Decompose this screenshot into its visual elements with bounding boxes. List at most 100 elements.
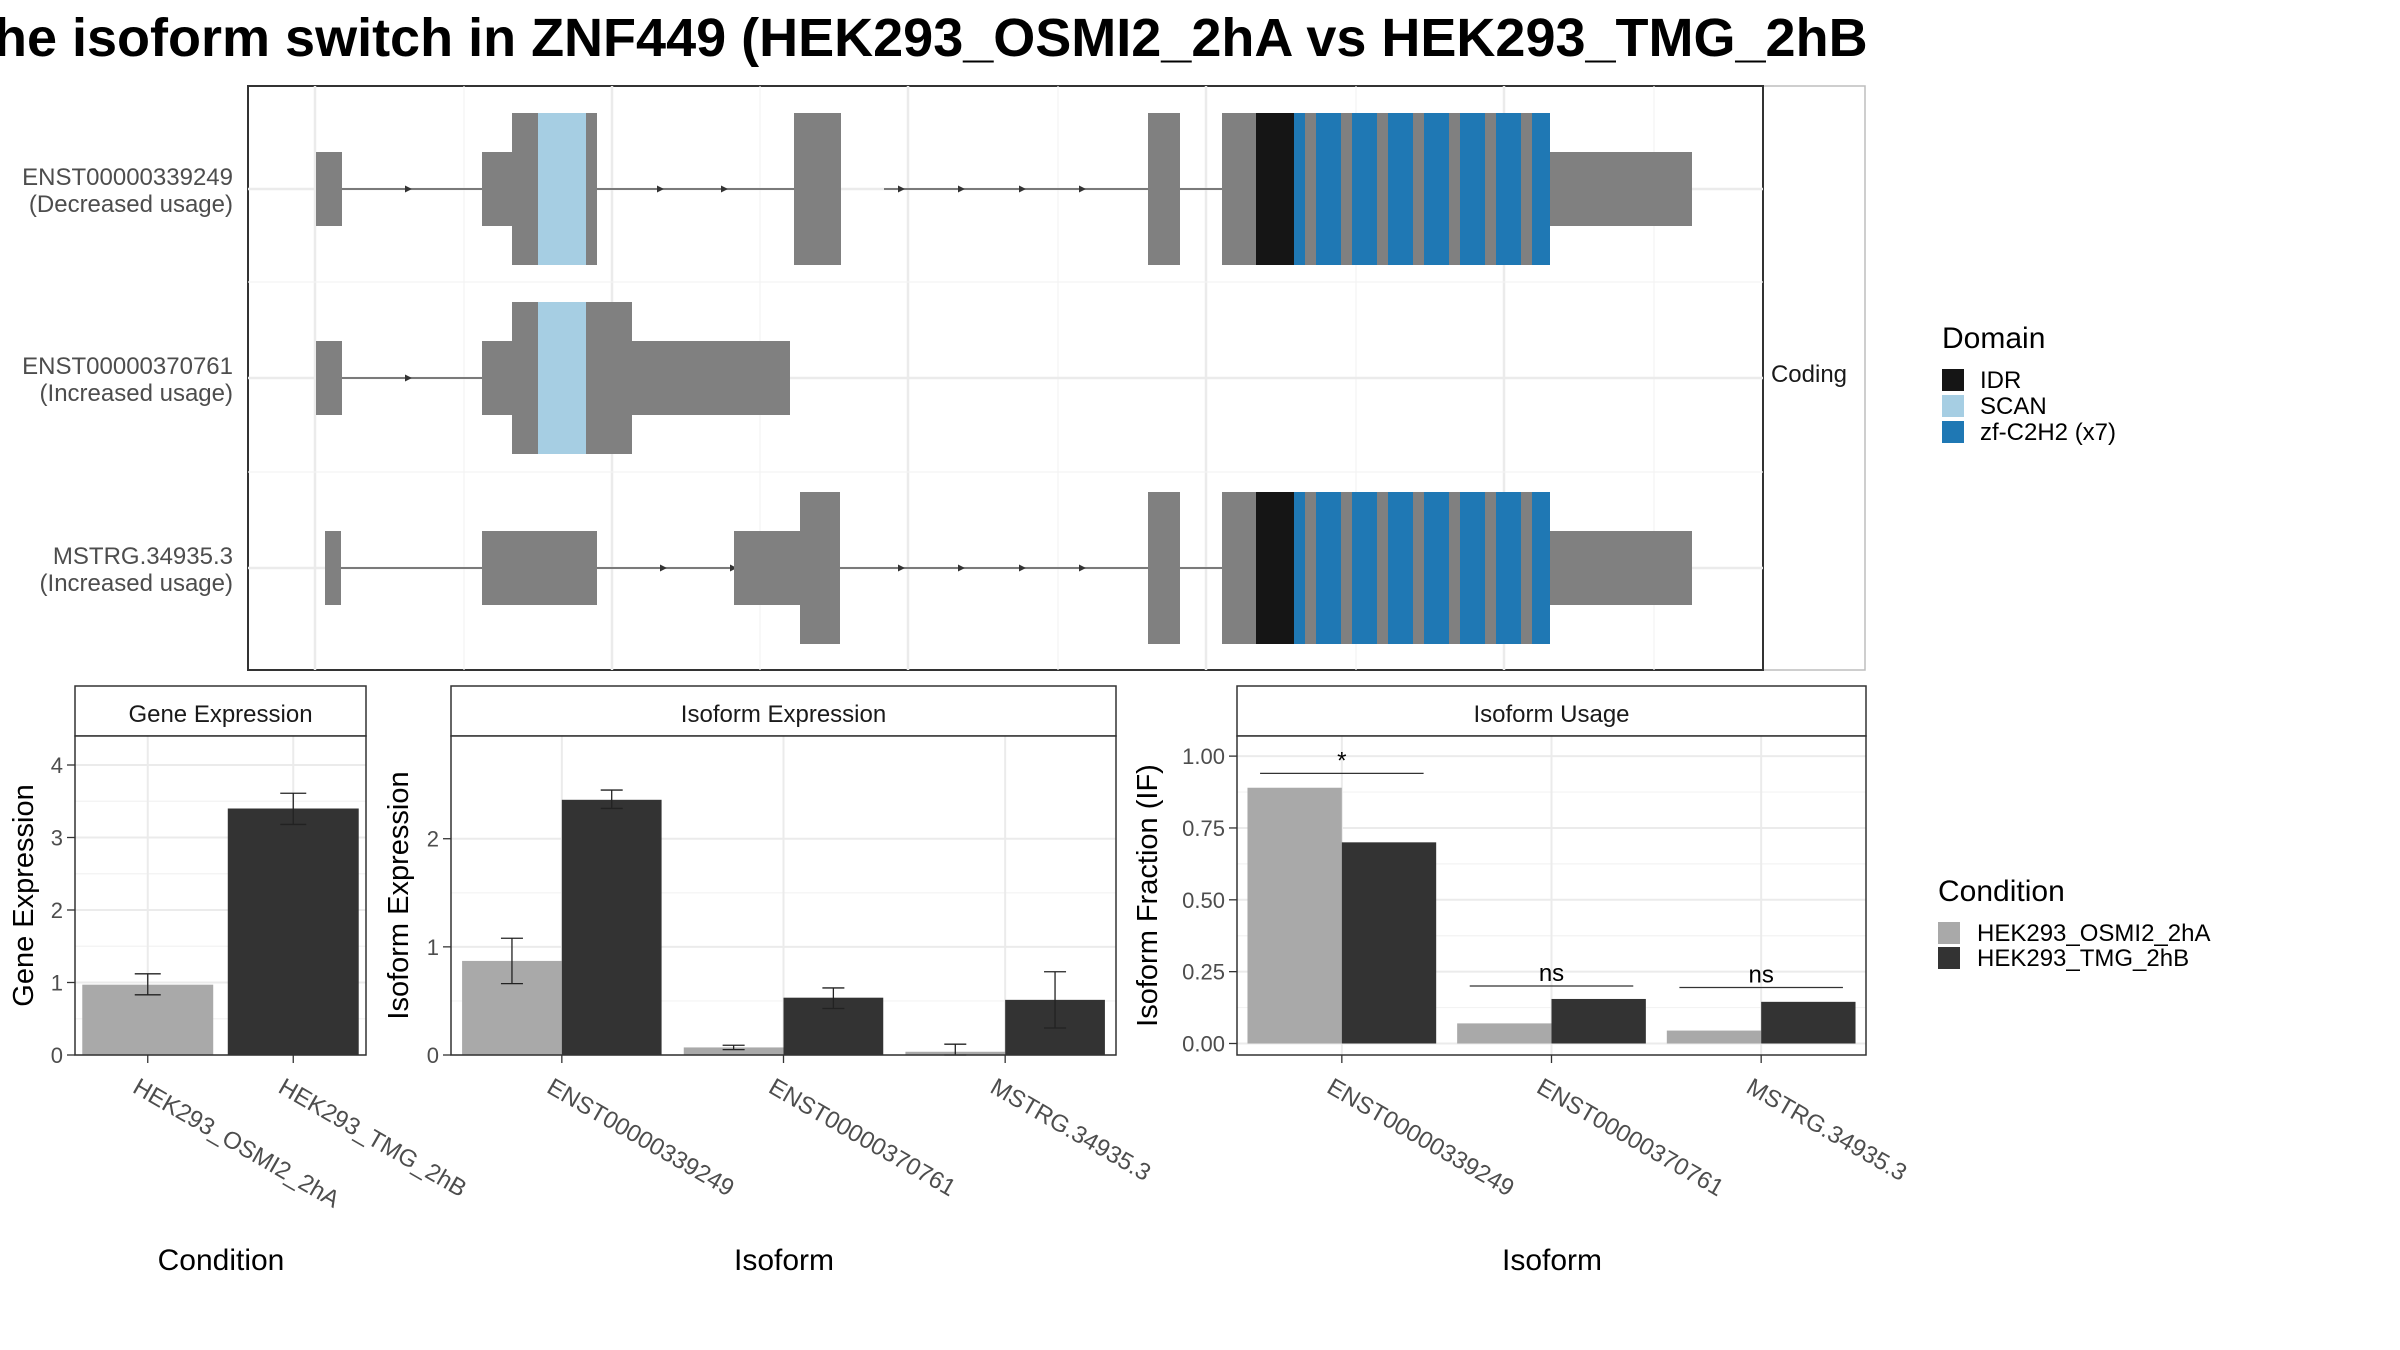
zf-separator (1413, 492, 1424, 644)
zf-separator (1377, 492, 1388, 644)
chart-isoform-expression: Isoform Expression 0 1 2 ENST00000339249 ENST… (383, 685, 1155, 1277)
y-tick-label: 4 (51, 753, 63, 778)
bar (1666, 1030, 1762, 1044)
error-bar (722, 1044, 745, 1051)
bar (1457, 1023, 1552, 1044)
strand-arrow (1019, 185, 1026, 193)
error-bar (500, 937, 523, 985)
chart-title: Isoform Usage (1473, 701, 1629, 728)
chart-title: Isoform Expression (681, 701, 886, 728)
condition-legend-label: HEK293_OSMI2_2hA (1977, 920, 2210, 947)
chart-isoform-usage: Isoform Usage * ns ns 0.00 0.25 0.50 0.75 1.00 EN… (1132, 685, 1911, 1277)
domain-legend-label: zf-C2H2 (x7) (1980, 419, 2116, 446)
transcript-usage-label: (Increased usage) (40, 570, 233, 597)
scan-domain (538, 113, 586, 265)
exon-block (1148, 113, 1180, 265)
scan-domain (538, 302, 586, 454)
bar (561, 799, 662, 1055)
transcript-model-1 (316, 113, 1692, 265)
transcript-model-3 (325, 492, 1692, 644)
error-bar (822, 987, 845, 1010)
domain-legend-swatch (1942, 369, 1964, 391)
x-tick-label: MSTRG.34935.3 (986, 1073, 1155, 1186)
exon-block (794, 113, 841, 265)
exon-block (316, 152, 342, 226)
strand-arrow (1079, 185, 1086, 193)
chart-strip (450, 685, 1117, 737)
y-tick-label: 0.50 (1182, 888, 1225, 913)
zf-separator (1485, 113, 1496, 265)
exon-block (632, 341, 790, 415)
y-tick-label: 0 (427, 1043, 439, 1068)
significance-label: * (1337, 747, 1346, 774)
strand-arrow (657, 185, 664, 193)
zf-separator (1521, 492, 1532, 644)
y-tick-label: 1.00 (1182, 744, 1225, 769)
figure-title: he isoform switch in ZNF449 (HEK293_OSMI… (0, 8, 1868, 68)
exon-block (734, 531, 800, 605)
strand-arrow (405, 185, 412, 193)
x-axis-title: Isoform (734, 1244, 834, 1277)
significance-annotation: ns (1679, 961, 1843, 988)
error-bar (134, 973, 161, 996)
x-tick-label: ENST00000370761 (764, 1073, 960, 1202)
strand-arrow (1019, 564, 1026, 572)
chart-strip (74, 685, 367, 737)
bar (227, 808, 359, 1055)
exon-block (482, 152, 512, 226)
exon-block (1550, 531, 1692, 605)
y-tick-label: 0 (51, 1043, 63, 1068)
bar (1247, 787, 1342, 1044)
y-axis-title: Isoform Fraction (IF) (1132, 764, 1164, 1027)
exon-block (512, 302, 538, 454)
exon-block (482, 341, 512, 415)
zf-separator (1521, 113, 1532, 265)
structure-facet-label: Coding (1771, 361, 1847, 388)
zf-separator (1305, 113, 1316, 265)
x-tick-label: ENST00000370761 (1532, 1073, 1728, 1202)
condition-legend-swatch (1938, 947, 1960, 969)
exon-block (512, 113, 538, 265)
transcript-usage-label: (Increased usage) (40, 380, 233, 407)
exon-block (1148, 492, 1180, 644)
strand-arrow (958, 185, 965, 193)
bar (82, 984, 214, 1055)
transcript-id-label: ENST00000370761 (22, 353, 233, 380)
y-tick-label: 2 (427, 827, 439, 852)
bar (1551, 998, 1646, 1044)
error-bar (600, 789, 623, 810)
y-axis-title: Gene Expression (8, 784, 40, 1006)
x-axis-title: Condition (158, 1244, 285, 1277)
plot-border (74, 735, 367, 1056)
error-bar (1044, 971, 1067, 1029)
transcript-id-label: ENST00000339249 (22, 164, 233, 191)
strand-arrow (730, 564, 737, 572)
transcript-model-2 (316, 302, 790, 454)
exon-block (586, 113, 597, 265)
exon-block (586, 302, 632, 454)
x-tick-label: ENST00000339249 (542, 1073, 738, 1202)
strand-arrow (958, 564, 965, 572)
significance-label: ns (1539, 960, 1564, 987)
strand-arrow (898, 564, 905, 572)
idr-domain (1256, 113, 1294, 265)
chart-strip (1236, 685, 1867, 737)
condition-legend-title: Condition (1938, 875, 2065, 908)
exon-block (1222, 492, 1256, 644)
zf-separator (1341, 492, 1352, 644)
strand-arrow (898, 185, 905, 193)
exon-block (1222, 113, 1256, 265)
significance-annotation: * (1260, 747, 1424, 774)
condition-legend-label: HEK293_TMG_2hB (1977, 945, 2189, 972)
transcript-structure-panel: ENST00000339249(Decreased usage) ENST0000… (22, 85, 1866, 671)
exon-block (800, 492, 840, 644)
zf-separator (1377, 113, 1388, 265)
domain-legend-label: IDR (1980, 367, 2021, 394)
strand-arrow (721, 185, 728, 193)
y-tick-label: 0.25 (1182, 960, 1225, 985)
significance-label: ns (1748, 961, 1773, 988)
y-tick-label: 0.00 (1182, 1032, 1225, 1057)
zf-separator (1305, 492, 1316, 644)
